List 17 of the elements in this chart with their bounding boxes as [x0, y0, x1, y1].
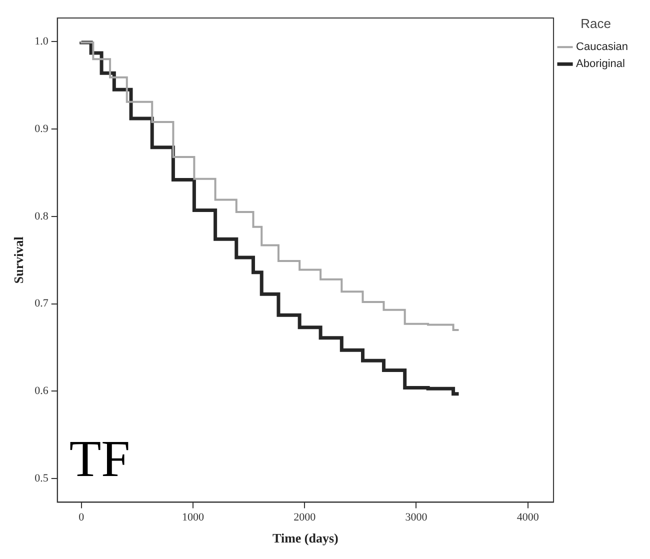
y-tick-label: 0.6	[34, 385, 49, 398]
legend-label: Aboriginal	[576, 58, 625, 70]
x-tick-label: 3000	[405, 512, 428, 524]
x-tick-label: 0	[78, 512, 85, 524]
y-axis-title: Survival	[11, 236, 26, 284]
y-tick-label: 0.5	[34, 472, 49, 484]
y-tick-label: 1.0	[34, 35, 49, 48]
x-tick-label: 1000	[182, 512, 204, 524]
legend-title: Race	[580, 16, 611, 32]
x-tick-label: 2000	[294, 512, 316, 524]
y-tick-label: 0.9	[34, 122, 49, 135]
legend-label: Caucasian	[576, 41, 628, 54]
x-tick-label: 4000	[516, 512, 540, 524]
y-tick-label: 0.8	[34, 210, 49, 222]
annotation: TF	[69, 430, 130, 488]
y-tick-label: 0.7	[34, 298, 49, 310]
x-axis-title: Time (days)	[272, 530, 338, 546]
